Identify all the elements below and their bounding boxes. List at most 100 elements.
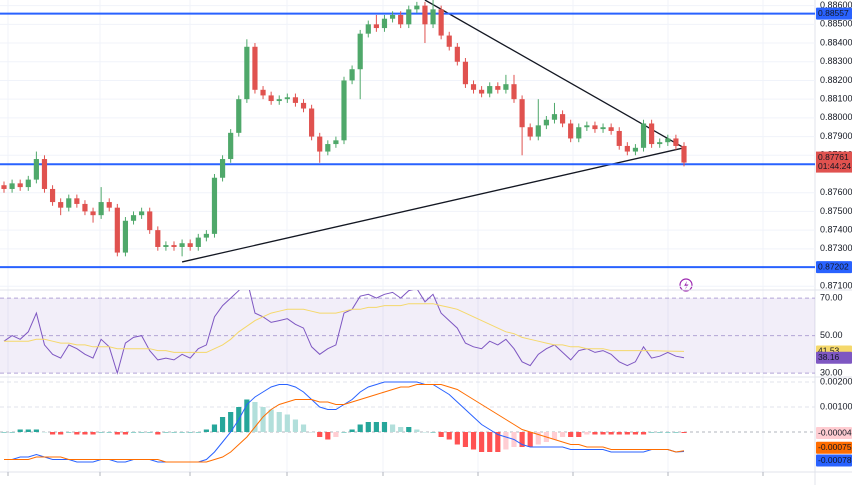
candle-body (470, 84, 477, 90)
histogram-bar (228, 412, 234, 432)
histogram-bar (632, 432, 639, 435)
histogram-bar (1, 432, 7, 433)
y-tick-label: 0.87300 (820, 243, 852, 253)
candle-body (608, 127, 614, 131)
histogram-bar (649, 432, 655, 433)
histogram-bar (187, 432, 193, 433)
candle-body (584, 125, 590, 128)
candle-body (373, 24, 379, 29)
histogram-bar (616, 432, 622, 435)
candle-body (98, 202, 104, 216)
histogram-bar (559, 432, 566, 437)
candle-body (479, 89, 485, 94)
histogram-bar (665, 432, 671, 433)
candle-body (559, 114, 566, 124)
histogram-bar (82, 432, 88, 435)
pane (0, 381, 815, 463)
last-price-box (816, 151, 852, 173)
candle-body (624, 145, 630, 152)
candle-body (592, 125, 598, 130)
level-label: 0.87202 (818, 261, 849, 271)
candle-body (58, 202, 64, 208)
indicator-line (4, 303, 685, 353)
candle-body (616, 130, 622, 146)
histogram-bar (130, 432, 137, 433)
candle-body (511, 84, 517, 100)
y-tick-label: 0.88500 (820, 19, 852, 29)
signal-value-label: -0.00075 (818, 442, 852, 452)
candle-body (543, 119, 549, 126)
trend-line (181, 147, 685, 263)
histogram-bar (309, 432, 315, 433)
histogram-bar (333, 432, 339, 437)
histogram-bar (381, 422, 388, 432)
candle-body (649, 123, 655, 145)
candle-body (568, 123, 574, 139)
candle-body (657, 142, 663, 145)
histogram-bar (9, 432, 15, 433)
histogram-bar (551, 432, 558, 440)
histogram-bar (438, 432, 444, 437)
candle-body (171, 245, 177, 247)
histogram-bar (90, 432, 96, 435)
candle-body (519, 99, 525, 128)
candle-body (179, 243, 185, 247)
candle-body (673, 138, 679, 146)
histogram-bar (495, 432, 501, 452)
histogram-bar (122, 432, 129, 435)
histogram-bar (106, 432, 112, 433)
indicator-value-label: 41.53 (818, 346, 840, 356)
candle-body (600, 127, 606, 130)
histogram-bar (114, 432, 120, 435)
candle-body (414, 5, 420, 10)
macd-line (4, 384, 685, 463)
histogram-bar (357, 424, 363, 432)
candle-body (41, 159, 48, 189)
histogram-bar (74, 432, 80, 435)
candle-body (9, 183, 15, 189)
candle-body (106, 202, 112, 208)
alert-icon[interactable] (679, 278, 693, 292)
candle-body (438, 9, 444, 36)
candle-body (17, 183, 23, 188)
histogram-bar (139, 432, 145, 433)
histogram-bar (535, 432, 541, 445)
y-tick-label: 0.87500 (820, 206, 852, 216)
candle-body (487, 86, 493, 94)
y-tick-label: 0.88300 (820, 56, 852, 66)
y-tick-label: 0.88000 (820, 112, 852, 122)
histogram-bar (600, 432, 606, 435)
signal-value-label-box (816, 441, 852, 454)
candle-body (252, 46, 258, 90)
histogram-bar (503, 432, 509, 450)
histogram-bar (244, 399, 250, 432)
level-label-box (816, 261, 852, 274)
candle-body (309, 108, 315, 137)
candle-body (139, 211, 145, 216)
candle-body (325, 144, 331, 152)
histogram-bar (163, 432, 169, 433)
candle-body (155, 230, 161, 247)
indicator-value-label: 38.16 (818, 352, 840, 362)
histogram-bar (300, 424, 307, 432)
pane (0, 0, 815, 287)
candle-body (317, 136, 323, 152)
y-tick-label: 0.88200 (820, 75, 852, 85)
y-tick-label: 0.88400 (820, 37, 852, 47)
candle-body (236, 99, 242, 133)
candle-body (681, 145, 687, 163)
candle-body (268, 95, 274, 102)
histogram-bar (406, 427, 412, 432)
histogram-bar (470, 432, 477, 450)
macd-value-label: -0.00078 (818, 455, 852, 465)
candle-body (219, 159, 226, 178)
candle-body (25, 179, 31, 188)
candle-body (211, 177, 218, 234)
histogram-bar (487, 432, 493, 452)
y-tick-label: 0.88100 (820, 94, 852, 104)
histogram-bar (389, 424, 396, 432)
candle-body (333, 140, 339, 145)
histogram-bar (446, 432, 452, 440)
candle-body (74, 198, 80, 204)
candle-body (122, 220, 129, 253)
